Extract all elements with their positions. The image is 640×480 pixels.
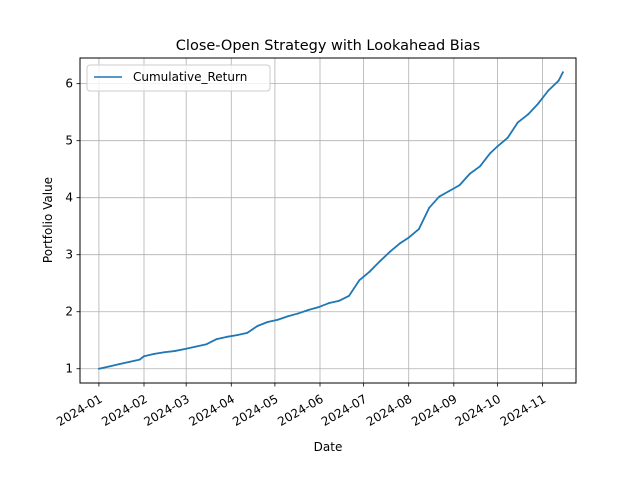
data-point [98,367,100,370]
data-point [297,312,300,315]
data-point [489,152,492,155]
legend-box [86,64,271,92]
data-point [118,363,121,366]
data-point [236,334,238,337]
y-tick-label: 2 [65,305,73,319]
y-tick-label: 3 [65,248,73,262]
data-point [307,309,310,311]
data-point [562,71,564,74]
data-point [163,351,166,354]
data-point [143,355,145,358]
data-point [215,338,218,340]
data-point [348,294,350,297]
data-point [256,325,259,327]
y-tick-label: 1 [65,362,73,376]
data-point [185,347,188,350]
data-point [153,353,156,355]
data-point [226,335,228,338]
series-layer [98,71,564,370]
grid [80,58,576,383]
chart-title: Close-Open Strategy with Lookahead Bias [176,38,480,54]
data-point [378,260,381,263]
data-point [287,315,289,318]
data-point [438,195,441,198]
y-ticks: 1 2 3 4 5 6 [65,77,80,376]
data-point [479,165,481,168]
y-axis-label: Portfolio Value [41,177,55,263]
data-point [537,102,540,105]
data-point [338,299,340,302]
data-point [388,250,391,253]
data-point [547,89,550,92]
data-point [506,136,509,139]
data-point [327,302,330,305]
series-line-cumulative-return [98,71,564,370]
data-point [468,172,471,175]
x-axis-label: Date [314,440,343,454]
data-point [317,306,320,309]
data-point [108,365,110,368]
data-point [276,318,279,321]
data-point [448,189,451,192]
plot-frame [79,57,577,384]
data-point [428,207,430,209]
data-point [368,270,371,273]
data-point [516,121,519,124]
data-point [173,350,176,352]
data-point [358,279,361,282]
y-tick-label: 4 [65,191,73,205]
data-point [246,331,249,334]
y-tick-label: 5 [65,134,73,148]
data-point [458,184,461,187]
data-point [527,113,529,116]
y-tick-label: 6 [65,77,73,91]
legend: Cumulative_Return [86,64,271,92]
legend-label: Cumulative_Return [133,70,247,84]
data-point [138,358,141,361]
data-point [128,361,131,363]
data-point [407,236,410,239]
data-point [557,79,560,82]
data-point [399,242,401,245]
data-point [205,343,208,346]
data-point [418,228,420,230]
data-point [195,345,198,348]
data-point [496,145,499,148]
data-point [266,321,269,323]
